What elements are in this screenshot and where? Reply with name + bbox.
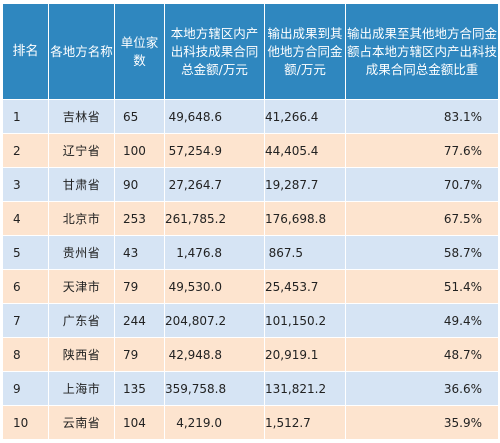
cell-rank: 4 <box>2 201 49 236</box>
cell-share: 58.7% <box>345 235 499 270</box>
cell-share: 83.1% <box>345 99 499 134</box>
cell-rank: 3 <box>2 167 49 202</box>
header-rank: 排名 <box>2 3 49 100</box>
table-row: 5 贵州省 43 1,476.8 867.5 58.7% <box>2 235 499 270</box>
cell-region: 贵州省 <box>48 235 115 270</box>
cell-rank: 8 <box>2 337 49 372</box>
table-row: 6 天津市 79 49,530.0 25,453.7 51.4% <box>2 269 499 304</box>
cell-region: 天津市 <box>48 269 115 304</box>
cell-rank: 10 <box>2 405 49 440</box>
cell-share: 36.6% <box>345 371 499 406</box>
cell-local-amount: 49,648.6 <box>164 99 265 134</box>
cell-output-amount: 41,266.4 <box>264 99 346 134</box>
table-row: 1 吉林省 65 49,648.6 41,266.4 83.1% <box>2 99 499 134</box>
cell-local-amount: 57,254.9 <box>164 133 265 168</box>
header-local-amount: 本地方辖区内产出科技成果合同总金额/万元 <box>164 3 265 100</box>
cell-local-amount: 49,530.0 <box>164 269 265 304</box>
cell-unit-count: 43 <box>114 235 165 270</box>
cell-share: 70.7% <box>345 167 499 202</box>
cell-rank: 2 <box>2 133 49 168</box>
cell-region: 吉林省 <box>48 99 115 134</box>
cell-region: 上海市 <box>48 371 115 406</box>
cell-unit-count: 135 <box>114 371 165 406</box>
table-row: 3 甘肃省 90 27,264.7 19,287.7 70.7% <box>2 167 499 202</box>
header-region: 各地方名称 <box>48 3 115 100</box>
cell-share: 35.9% <box>345 405 499 440</box>
cell-output-amount: 131,821.2 <box>264 371 346 406</box>
table-body: 1 吉林省 65 49,648.6 41,266.4 83.1% 2 辽宁省 100 57,254… <box>2 99 499 440</box>
table-row: 4 北京市 253 261,785.2 176,698.8 67.5% <box>2 201 499 236</box>
header-output-amount: 输出成果到其他地方合同金额/万元 <box>264 3 346 100</box>
cell-local-amount: 261,785.2 <box>164 201 265 236</box>
header-unit-count: 单位家数 <box>114 3 165 100</box>
header-share: 输出成果至其他地方合同金额占本地方辖区内产出科技成果合同总金额比重 <box>345 3 499 100</box>
cell-region: 云南省 <box>48 405 115 440</box>
cell-share: 49.4% <box>345 303 499 338</box>
cell-rank: 9 <box>2 371 49 406</box>
table-row: 2 辽宁省 100 57,254.9 44,405.4 77.6% <box>2 133 499 168</box>
cell-share: 51.4% <box>345 269 499 304</box>
cell-unit-count: 104 <box>114 405 165 440</box>
cell-output-amount: 1,512.7 <box>264 405 346 440</box>
cell-unit-count: 244 <box>114 303 165 338</box>
cell-local-amount: 204,807.2 <box>164 303 265 338</box>
cell-output-amount: 20,919.1 <box>264 337 346 372</box>
table-header-row: 排名 各地方名称 单位家数 本地方辖区内产出科技成果合同总金额/万元 输出成果到… <box>2 3 499 100</box>
cell-unit-count: 253 <box>114 201 165 236</box>
table-row: 10 云南省 104 4,219.0 1,512.7 35.9% <box>2 405 499 440</box>
cell-region: 广东省 <box>48 303 115 338</box>
cell-region: 北京市 <box>48 201 115 236</box>
cell-local-amount: 359,758.8 <box>164 371 265 406</box>
table-row: 8 陕西省 79 42,948.8 20,919.1 48.7% <box>2 337 499 372</box>
ranking-table: 排名 各地方名称 单位家数 本地方辖区内产出科技成果合同总金额/万元 输出成果到… <box>2 3 499 440</box>
cell-output-amount: 25,453.7 <box>264 269 346 304</box>
cell-unit-count: 90 <box>114 167 165 202</box>
cell-output-amount: 101,150.2 <box>264 303 346 338</box>
cell-output-amount: 19,287.7 <box>264 167 346 202</box>
cell-unit-count: 79 <box>114 337 165 372</box>
cell-share: 48.7% <box>345 337 499 372</box>
cell-region: 陕西省 <box>48 337 115 372</box>
cell-unit-count: 79 <box>114 269 165 304</box>
cell-rank: 6 <box>2 269 49 304</box>
cell-rank: 1 <box>2 99 49 134</box>
cell-region: 辽宁省 <box>48 133 115 168</box>
cell-unit-count: 100 <box>114 133 165 168</box>
cell-local-amount: 27,264.7 <box>164 167 265 202</box>
cell-unit-count: 65 <box>114 99 165 134</box>
cell-output-amount: 44,405.4 <box>264 133 346 168</box>
table-row: 7 广东省 244 204,807.2 101,150.2 49.4% <box>2 303 499 338</box>
cell-rank: 7 <box>2 303 49 338</box>
cell-region: 甘肃省 <box>48 167 115 202</box>
cell-local-amount: 4,219.0 <box>164 405 265 440</box>
cell-output-amount: 176,698.8 <box>264 201 346 236</box>
cell-local-amount: 42,948.8 <box>164 337 265 372</box>
cell-output-amount: 867.5 <box>264 235 346 270</box>
table-row: 9 上海市 135 359,758.8 131,821.2 36.6% <box>2 371 499 406</box>
cell-share: 67.5% <box>345 201 499 236</box>
cell-share: 77.6% <box>345 133 499 168</box>
cell-rank: 5 <box>2 235 49 270</box>
cell-local-amount: 1,476.8 <box>164 235 265 270</box>
